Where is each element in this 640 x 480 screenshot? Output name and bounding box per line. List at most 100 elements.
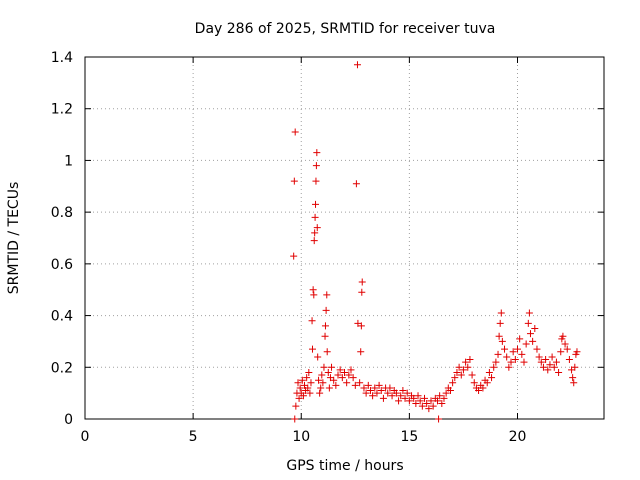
data-point [525, 309, 533, 317]
data-point [485, 368, 493, 376]
data-point [312, 177, 320, 185]
y-tick-label: 0.6 [51, 257, 73, 273]
x-tick-label: 10 [292, 429, 310, 445]
data-point [492, 358, 500, 366]
data-point [496, 319, 504, 327]
data-point [401, 394, 409, 402]
data-point [418, 402, 426, 410]
data-point [298, 376, 306, 384]
data-point [371, 384, 379, 392]
x-tick-label: 5 [189, 429, 198, 445]
data-point [535, 353, 543, 361]
data-point [308, 317, 316, 325]
data-point [395, 397, 403, 405]
data-point [384, 389, 392, 397]
x-tick-labels: 0 5 10 15 20 [81, 429, 527, 445]
y-tick-label: 0.8 [51, 205, 73, 221]
data-point [392, 389, 400, 397]
data-point [537, 358, 545, 366]
axis-ticks [84, 56, 604, 420]
data-point [531, 325, 539, 332]
data-point [292, 402, 300, 410]
data-point [449, 379, 457, 387]
y-tick-label: 1.2 [51, 102, 73, 118]
data-point [459, 366, 467, 374]
data-point [309, 286, 317, 294]
data-point [312, 200, 320, 208]
data-point [352, 180, 360, 188]
data-point [488, 374, 496, 382]
data-point [311, 213, 319, 221]
data-point [336, 366, 344, 374]
data-point [427, 397, 435, 405]
data-point [561, 340, 569, 348]
data-point [345, 371, 353, 379]
data-point [438, 399, 446, 407]
data-point [509, 348, 517, 356]
data-point [435, 415, 443, 423]
data-point [291, 415, 299, 423]
data-point [514, 345, 521, 353]
y-tick-label: 0.4 [51, 309, 73, 325]
data-point [479, 384, 487, 392]
data-point [573, 348, 581, 356]
data-point [357, 348, 365, 356]
plot-frame [84, 56, 605, 420]
data-point [358, 278, 366, 286]
data-point [526, 330, 534, 338]
y-axis-label: SRMTID / TECUs [6, 182, 22, 295]
data-point [497, 309, 505, 317]
data-point [410, 394, 418, 402]
data-point [507, 358, 515, 366]
data-point [328, 363, 336, 371]
data-point [548, 353, 556, 361]
x-tick-label: 0 [81, 429, 90, 445]
data-point [347, 366, 355, 374]
grid [85, 57, 604, 419]
data-point [544, 366, 552, 374]
y-tick-label: 0.2 [51, 360, 73, 376]
data-point [453, 368, 461, 376]
data-point [317, 384, 325, 392]
data-point [550, 363, 558, 371]
data-point [290, 177, 298, 185]
data-point [555, 368, 563, 376]
data-point [313, 224, 321, 232]
data-point [356, 379, 364, 387]
data-point [314, 353, 322, 361]
data-point [321, 322, 329, 330]
data-point [325, 384, 333, 392]
data-point [421, 394, 429, 402]
data-point [412, 399, 420, 407]
data-point [414, 392, 422, 400]
data-point [495, 332, 503, 340]
data-point [369, 392, 377, 400]
data-point [511, 356, 519, 364]
data-point [318, 371, 326, 379]
data-point [366, 387, 374, 395]
data-point [520, 358, 528, 366]
data-point [323, 291, 331, 299]
data-point [462, 358, 470, 366]
x-tick-label: 20 [509, 429, 527, 445]
data-point [442, 389, 450, 397]
data-point [386, 384, 394, 392]
data-point [290, 252, 298, 260]
data-points [290, 61, 581, 423]
data-point [505, 363, 513, 371]
data-point [312, 162, 320, 170]
data-point [470, 379, 478, 387]
data-point [324, 368, 332, 376]
data-point [291, 128, 299, 136]
data-point [559, 332, 567, 340]
data-point [375, 381, 383, 389]
data-point [446, 387, 454, 395]
data-point [299, 392, 307, 400]
data-point [457, 371, 465, 379]
data-point [403, 389, 411, 397]
data-point [518, 350, 526, 358]
data-point [306, 389, 314, 397]
data-point [377, 387, 385, 395]
data-point [320, 363, 328, 371]
